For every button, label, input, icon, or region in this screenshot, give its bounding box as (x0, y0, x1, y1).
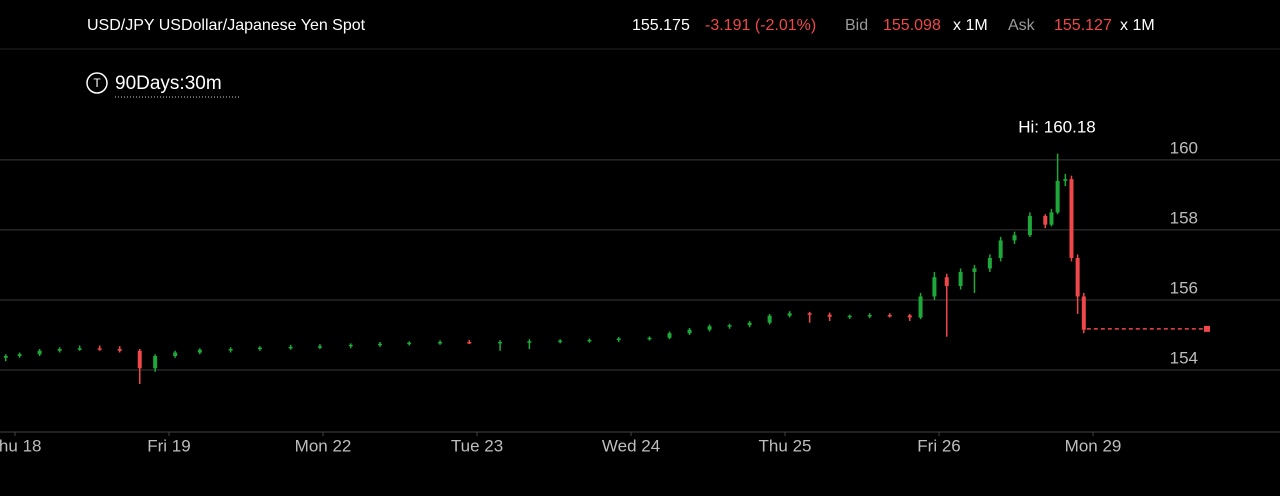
timeframe[interactable]: 90Days:30m (115, 73, 222, 94)
candle-body (944, 277, 949, 286)
change: -3.191 (-2.01%) (705, 17, 816, 34)
candle-body (348, 344, 353, 347)
candle-body (847, 315, 852, 318)
bid: 155.098 (883, 17, 941, 34)
y-tick-label: 154 (1170, 348, 1198, 367)
candle-body (117, 349, 122, 351)
candle-body (77, 348, 82, 350)
candle-body (587, 339, 592, 342)
high-annotation: Hi: 160.18 (1018, 117, 1096, 136)
candle-body (498, 341, 503, 344)
y-tick-label: 156 (1170, 278, 1198, 297)
timeframe-icon-text: T (93, 76, 101, 90)
candle-body (747, 322, 752, 326)
candle-body (97, 348, 102, 350)
candle-body (827, 314, 832, 317)
candle-body (1043, 215, 1048, 225)
y-tick-label: 158 (1170, 208, 1198, 227)
candle-body (647, 337, 652, 340)
candle-body (228, 349, 233, 351)
candle-body (918, 296, 923, 318)
candle-body (987, 257, 992, 269)
candle-body (767, 315, 772, 323)
ask: 155.127 (1054, 17, 1112, 34)
candle-body (932, 277, 937, 297)
candle-body (1027, 215, 1032, 236)
candle-body (972, 268, 977, 272)
x-tick-label: Mon 22 (295, 436, 352, 455)
x-tick-label: Thu 25 (759, 436, 812, 455)
bid-label: Bid (845, 17, 868, 34)
candle-body (687, 329, 692, 334)
candle-body (907, 315, 912, 318)
candle-body (197, 349, 202, 353)
y-tick-label: 160 (1170, 138, 1198, 157)
candle-body (317, 346, 322, 348)
candle-body (727, 325, 732, 327)
candle-body (1081, 296, 1086, 330)
x-tick-label: Thu 18 (0, 436, 41, 455)
candle-body (438, 341, 443, 344)
x-tick-label: Mon 29 (1065, 436, 1122, 455)
candle-body (807, 313, 812, 315)
candle-body (407, 342, 412, 345)
x-tick-label: Fri 19 (147, 436, 190, 455)
candle-body (1069, 179, 1074, 258)
symbol: USD/JPY USDollar/Japanese Yen Spot (87, 17, 366, 34)
candle-body (707, 326, 712, 330)
last-price: 155.175 (632, 17, 690, 34)
candle-body (616, 338, 621, 340)
candle-body (998, 240, 1003, 258)
candle-body (257, 347, 262, 350)
candle-body (173, 352, 178, 357)
candle-body (137, 350, 142, 369)
bid-size: x 1M (953, 17, 988, 34)
candle-body (1012, 235, 1017, 241)
candle-body (377, 343, 382, 346)
last-price-marker (1204, 325, 1210, 332)
candle-body (958, 271, 963, 286)
candle-body (1063, 179, 1068, 181)
timeframe-icon[interactable] (86, 72, 108, 94)
candle-body (558, 340, 563, 343)
candle-body (527, 341, 532, 343)
ask-size: x 1M (1120, 17, 1155, 34)
x-tick-label: Fri 26 (917, 436, 960, 455)
candle-body (1055, 180, 1060, 213)
candle-body (288, 346, 293, 349)
candle-body (787, 313, 792, 316)
candle-body (57, 349, 62, 351)
candle-body (467, 341, 472, 344)
candle-body (1049, 212, 1054, 225)
candle-body (867, 315, 872, 317)
candle-body (667, 333, 672, 338)
ask-label: Ask (1008, 17, 1036, 34)
candle-body (153, 356, 158, 369)
candle-body (37, 350, 42, 355)
x-tick-label: Wed 24 (602, 436, 660, 455)
candle-body (17, 354, 22, 357)
x-tick-label: Tue 23 (451, 436, 503, 455)
candle-body (1075, 257, 1080, 297)
candle-body (3, 356, 8, 358)
candle-body (887, 315, 892, 317)
